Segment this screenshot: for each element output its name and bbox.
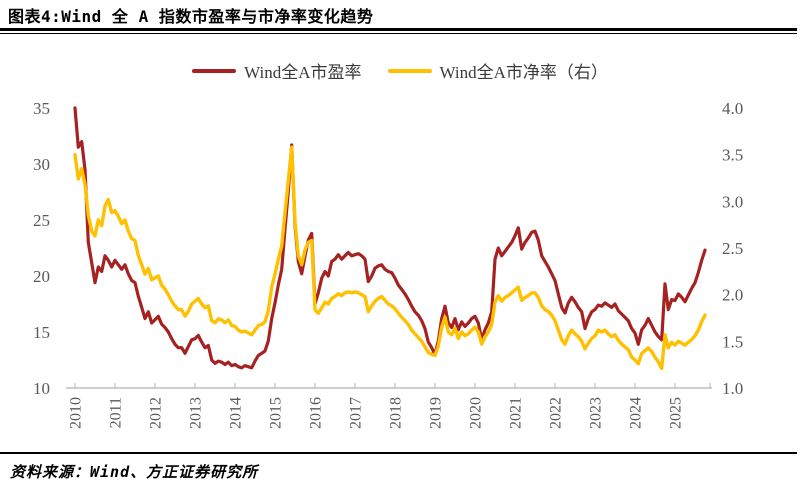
x-axis-tick-label: 2024 (628, 397, 645, 429)
x-axis-tick-label: 2017 (348, 397, 365, 429)
legend-item-pb: Wind全A市净率（右） (387, 58, 608, 83)
right-axis-tick-label: 2.5 (722, 239, 743, 258)
x-axis-tick-label: 2012 (148, 397, 165, 429)
right-axis-tick-label: 1.5 (722, 332, 743, 351)
x-axis-tick-label: 2018 (388, 397, 405, 429)
x-axis-tick-label: 2016 (308, 397, 325, 429)
left-axis-tick-label: 30 (33, 155, 50, 174)
title-rule-thick-line (0, 28, 797, 31)
x-axis-tick-label: 2014 (228, 397, 245, 429)
right-axis-tick-label: 2.0 (722, 286, 743, 305)
legend-item-pe: Wind全A市盈率 (192, 58, 362, 83)
left-axis-tick-label: 10 (33, 379, 50, 398)
chart-plot-area: 2010 2011 2012 2013 2014 2015 2016 2017 2018 2019… (33, 99, 743, 429)
right-axis-tick-label: 4.0 (722, 99, 743, 118)
pb-line-swatch (387, 68, 432, 73)
x-axis-tick-label: 2013 (188, 397, 205, 429)
left-axis-tick-label: 20 (33, 267, 50, 286)
left-axis-tick-label: 15 (33, 323, 50, 342)
x-axis-tick-label: 2025 (668, 397, 685, 429)
pb-legend-label: Wind全A市净率（右） (439, 63, 608, 82)
x-axis-tick-label: 2021 (508, 397, 525, 429)
x-axis-tick-label: 2019 (428, 397, 445, 429)
title-rule (0, 28, 797, 34)
pe-legend-label: Wind全A市盈率 (244, 63, 362, 82)
legend: Wind全A市盈率 Wind全A市净率（右） (0, 58, 800, 83)
title-rule-thin-line (0, 33, 797, 34)
x-axis-tick-label: 2022 (548, 397, 565, 429)
source-text: 资料来源：Wind、方正证券研究所 (10, 463, 259, 481)
x-axis-tick-label: 2011 (108, 397, 125, 428)
x-axis-tick-label: 2023 (588, 397, 605, 429)
left-axis-tick-label: 35 (33, 99, 50, 118)
left-axis-tick-label: 25 (33, 211, 50, 230)
right-axis-tick-label: 3.5 (722, 146, 743, 165)
figure-title: 图表4:Wind 全 A 指数市盈率与市净率变化趋势 (8, 7, 374, 26)
pe-line (73, 106, 707, 370)
x-axis-tick-label: 2015 (268, 397, 285, 429)
pe-line-swatch (192, 68, 237, 73)
right-axis-tick-label: 3.0 (722, 192, 743, 211)
pb-line (73, 145, 707, 371)
x-axis-tick-label: 2020 (468, 397, 485, 429)
x-axis-tick-label: 2010 (68, 397, 85, 429)
right-axis-tick-label: 1.0 (722, 379, 743, 398)
source-rule (0, 452, 797, 454)
